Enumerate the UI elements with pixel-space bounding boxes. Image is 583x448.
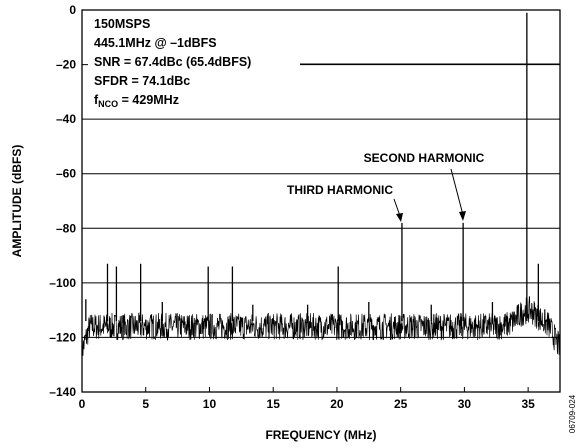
arrowhead-third-harmonic [396, 213, 403, 222]
x-axis-title: FREQUENCY (MHz) [265, 428, 376, 442]
x-tick-label: 10 [203, 397, 217, 411]
info-line-snr: SNR = 67.4dBc (65.4dBFS) [94, 55, 251, 69]
y-tick-label: –100 [49, 276, 76, 290]
y-tick-label: 0 [69, 3, 76, 17]
noise-floor-trace [82, 297, 560, 365]
x-tick-label: 30 [458, 397, 472, 411]
y-tick-label: –60 [56, 167, 76, 181]
annotations: SECOND HARMONIC THIRD HARMONIC [287, 151, 485, 222]
arrow-third-harmonic [394, 199, 400, 216]
y-ticks: 0 –20 –40 –60 –80 –100 –120 –140 [49, 3, 76, 399]
x-tick-label: 20 [330, 397, 344, 411]
y-tick-label: –120 [49, 330, 76, 344]
annotation-third-harmonic: THIRD HARMONIC [287, 183, 393, 197]
x-tick-label: 35 [521, 397, 535, 411]
x-tick-label: 5 [142, 397, 149, 411]
y-tick-label: –80 [56, 221, 76, 235]
annotation-second-harmonic: SECOND HARMONIC [364, 151, 485, 165]
nco-subscript: NCO [98, 99, 118, 109]
x-tick-label: 15 [267, 397, 281, 411]
x-ticks: 0 5 10 15 20 25 30 35 [79, 387, 535, 411]
y-tick-label: –40 [56, 112, 76, 126]
y-tick-label: –20 [56, 58, 76, 72]
x-tick-label: 0 [79, 397, 86, 411]
arrowhead-second-harmonic [459, 211, 466, 221]
info-line-sfdr: SFDR = 74.1dBc [94, 74, 190, 88]
info-line-input: 445.1MHz @ –1dBFS [94, 36, 217, 50]
arrow-second-harmonic [451, 169, 463, 215]
y-axis-title: AMPLITUDE (dBFS) [10, 145, 24, 258]
info-line-sample-rate: 150MSPS [94, 17, 150, 31]
y-tick-label: –140 [49, 385, 76, 399]
figure-code: 06709-024 [568, 394, 577, 433]
nco-value: = 429MHz [118, 93, 179, 107]
x-tick-label: 25 [394, 397, 408, 411]
